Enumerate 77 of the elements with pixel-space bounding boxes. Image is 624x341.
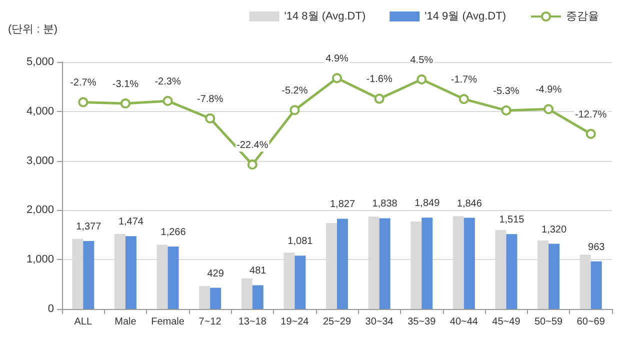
x-tick-label: 19~24 — [280, 316, 310, 328]
data-label: 1,838 — [372, 198, 398, 210]
x-tick-label: 7~12 — [198, 316, 222, 328]
bar — [590, 261, 602, 309]
data-label: 1,474 — [118, 216, 144, 228]
x-tick-label: 50~59 — [534, 316, 564, 328]
data-label: 1,515 — [499, 214, 525, 226]
point — [416, 74, 427, 84]
bar — [464, 218, 475, 309]
bar — [379, 218, 390, 309]
bar — [422, 218, 433, 309]
x-tick-label: ALL — [74, 316, 92, 328]
data-label: -4.9% — [535, 84, 562, 96]
bar — [506, 234, 518, 309]
data-label: 1,266 — [160, 226, 186, 238]
data-label: -5.2% — [282, 86, 308, 97]
data-label: -5.3% — [493, 86, 520, 97]
data-label: 4.5% — [410, 54, 434, 66]
data-label: -22.4% — [236, 140, 268, 152]
y-tick-label: 4,000 — [26, 105, 54, 118]
x-tick-label: 45~49 — [492, 316, 521, 328]
x-tick-label: 40~44 — [450, 316, 478, 328]
data-label: -2.3% — [154, 76, 181, 88]
point — [501, 105, 512, 116]
point — [374, 94, 384, 104]
point — [162, 96, 173, 106]
data-label: 1,849 — [414, 198, 440, 210]
bar — [294, 256, 306, 309]
x-tick-label: Female — [151, 316, 185, 328]
bar — [168, 246, 179, 309]
x-tick-label: 13~18 — [238, 316, 267, 328]
data-label: -12.7% — [575, 109, 607, 120]
y-tick-label: 1,000 — [26, 254, 54, 266]
data-label: 1,377 — [76, 221, 102, 232]
data-label: 429 — [207, 268, 224, 280]
data-label: 1,846 — [456, 198, 482, 210]
x-tick-label: Male — [114, 316, 137, 328]
point — [247, 160, 258, 170]
x-tick-label: 35~39 — [408, 316, 436, 328]
data-label: 1,320 — [542, 224, 567, 236]
bar — [199, 286, 210, 309]
data-label: 4.9% — [326, 54, 349, 65]
data-label: 1,081 — [288, 236, 314, 248]
y-tick-label: 0 — [48, 303, 54, 315]
point — [458, 94, 469, 104]
point — [290, 105, 300, 116]
bar — [83, 240, 94, 309]
data-label: -3.1% — [112, 78, 139, 90]
data-label: -2.7% — [70, 78, 96, 89]
text: (단위 : 분) — [8, 24, 58, 36]
point — [78, 97, 88, 108]
y-tick-label: 5,000 — [26, 56, 54, 68]
point — [120, 98, 130, 108]
bar — [252, 285, 264, 309]
y-tick-label: 2,000 — [26, 204, 54, 216]
bar — [125, 236, 136, 309]
bar — [548, 244, 560, 309]
bar — [210, 288, 222, 309]
data-label: -7.8% — [197, 94, 224, 105]
point — [205, 113, 216, 124]
x-tick-label: 60~69 — [576, 316, 606, 328]
data-label: 481 — [250, 266, 267, 277]
point — [544, 104, 554, 114]
x-tick-label: 25~29 — [322, 316, 352, 328]
data-label: -1.6% — [366, 74, 392, 86]
legend-label: 증감율 — [566, 10, 599, 22]
legend-label: '14 9월 (Avg.DT) — [424, 10, 506, 22]
point — [586, 128, 596, 139]
data-label: -1.7% — [450, 74, 478, 86]
bar — [241, 278, 252, 309]
y-tick-label: 3,000 — [26, 154, 54, 167]
bar — [337, 218, 348, 309]
x-tick-label: 30~34 — [365, 316, 394, 328]
data-label: 1,827 — [330, 199, 356, 210]
point — [332, 73, 342, 84]
data-label: 963 — [588, 242, 606, 253]
legend-label: '14 8월 (Avg.DT) — [284, 10, 366, 22]
